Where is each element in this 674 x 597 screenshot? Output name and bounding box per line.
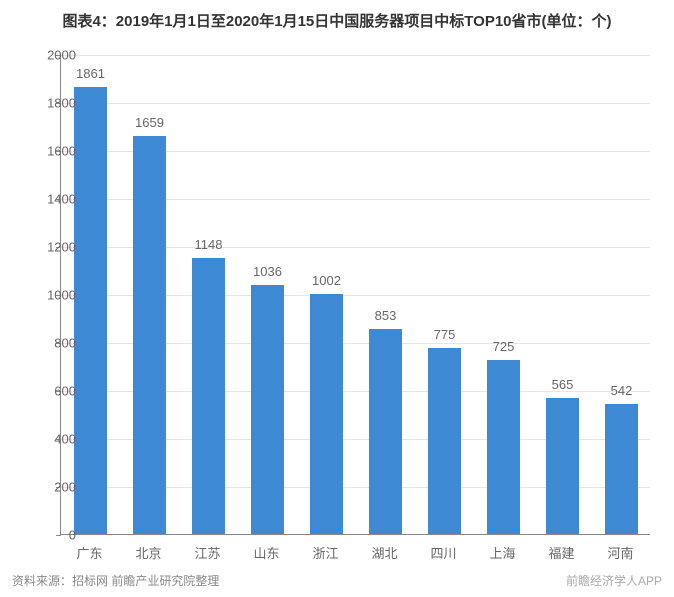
- y-tick-label: 1600: [36, 144, 76, 159]
- bar-value-label: 775: [415, 327, 474, 342]
- bar-value-label: 725: [474, 339, 533, 354]
- y-tick-label: 600: [36, 384, 76, 399]
- x-tick-label: 浙江: [296, 543, 355, 562]
- bar: [487, 360, 519, 534]
- y-tick-label: 400: [36, 432, 76, 447]
- bar-value-label: 1036: [238, 264, 297, 279]
- bar: [546, 398, 578, 534]
- x-tick-label: 北京: [119, 543, 178, 562]
- grid-line: [61, 55, 650, 56]
- bar: [74, 87, 106, 534]
- x-tick-label: 山东: [237, 543, 296, 562]
- y-tick-label: 2000: [36, 48, 76, 63]
- bar-value-label: 853: [356, 308, 415, 323]
- bar-value-label: 565: [533, 377, 592, 392]
- x-tick-label: 四川: [414, 543, 473, 562]
- bar-value-label: 1861: [61, 66, 120, 81]
- chart-title: 图表4：2019年1月1日至2020年1月15日中国服务器项目中标TOP10省市…: [0, 10, 674, 31]
- x-tick-label: 湖北: [355, 543, 414, 562]
- x-tick-label: 河南: [591, 543, 650, 562]
- y-tick-label: 800: [36, 336, 76, 351]
- bar: [428, 348, 460, 534]
- bar: [192, 258, 224, 534]
- bar-value-label: 542: [592, 383, 651, 398]
- bar: [310, 294, 342, 534]
- y-tick-label: 1400: [36, 192, 76, 207]
- x-tick-label: 江苏: [178, 543, 237, 562]
- y-tick-label: 200: [36, 480, 76, 495]
- y-tick-label: 1800: [36, 96, 76, 111]
- grid-line: [61, 103, 650, 104]
- bar: [369, 329, 401, 534]
- y-tick-label: 1000: [36, 288, 76, 303]
- bar-value-label: 1002: [297, 273, 356, 288]
- bar-chart: 图表4：2019年1月1日至2020年1月15日中国服务器项目中标TOP10省市…: [0, 0, 674, 597]
- x-tick-label: 福建: [532, 543, 591, 562]
- bar-value-label: 1148: [179, 237, 238, 252]
- y-tick-label: 1200: [36, 240, 76, 255]
- bar: [133, 136, 165, 534]
- x-tick-label: 广东: [60, 543, 119, 562]
- footer-source: 资料来源：招标网 前瞻产业研究院整理: [12, 572, 219, 589]
- x-tick-label: 上海: [473, 543, 532, 562]
- bar: [605, 404, 637, 534]
- y-tick-label: 0: [36, 528, 76, 543]
- bar: [251, 285, 283, 534]
- footer-right: 前瞻经济学人APP: [566, 572, 662, 589]
- plot-area: 1861 1659 114810361002 853775725 565542: [60, 55, 650, 535]
- bar-value-label: 1659: [120, 115, 179, 130]
